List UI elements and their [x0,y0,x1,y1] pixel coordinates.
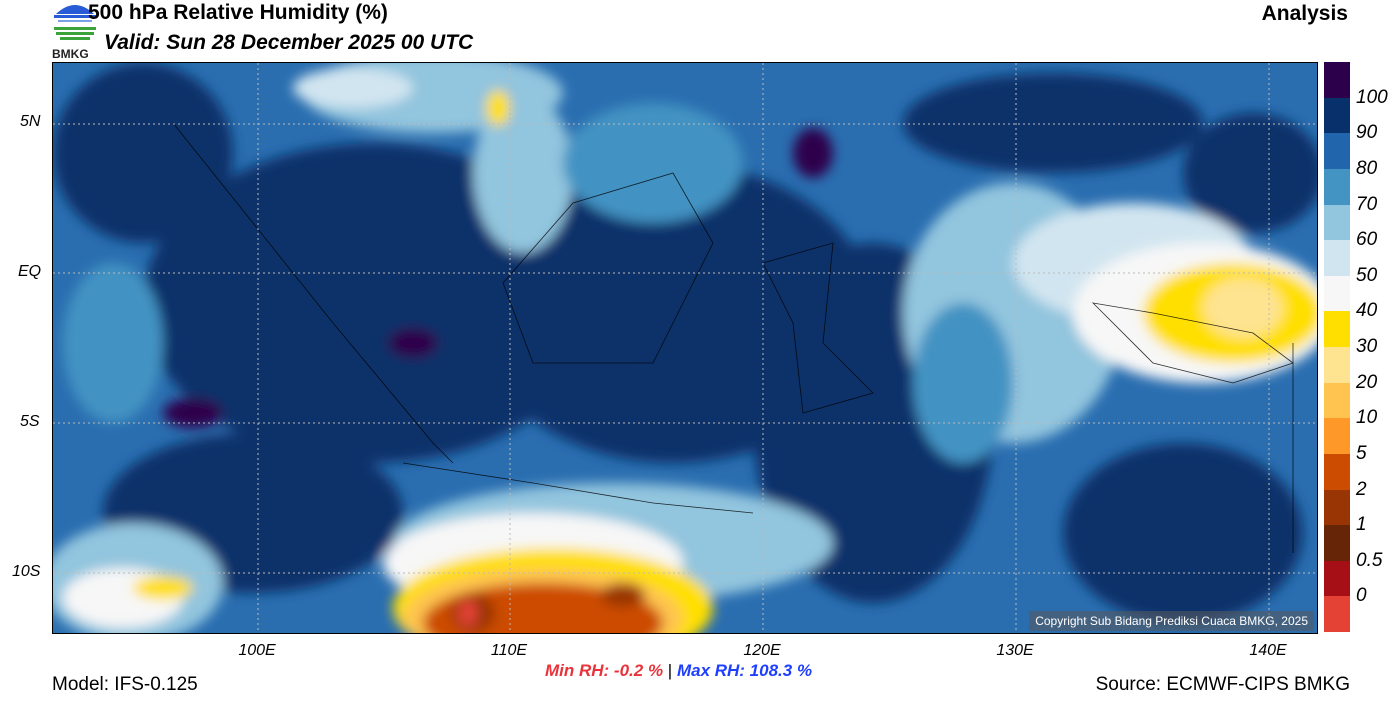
colorbar-label: 1 [1356,514,1367,536]
colorbar-segment [1324,168,1350,205]
colorbar-label: 10 [1356,407,1378,429]
colorbar-segment [1324,453,1350,490]
colorbar-label: 100 [1356,86,1388,108]
colorbar-segment [1324,311,1350,347]
colorbar-label: 20 [1356,371,1378,393]
colorbar-segment [1324,418,1350,454]
lon-label: 130E [996,642,1034,659]
lat-label: 10S [12,563,41,580]
colorbar-segment [1324,240,1350,276]
colorbar-segment [1324,596,1350,632]
colorbar-segment [1324,525,1350,561]
colorbar-segment [1324,347,1350,383]
valid-time: Valid: Sun 28 December 2025 00 UTC [104,31,474,54]
colorbar-label: 5 [1356,442,1367,464]
lon-label: 120E [743,642,781,659]
lat-label: 5N [20,113,41,130]
colorbar-segment [1324,560,1350,597]
colorbar-label: 40 [1356,300,1378,322]
map-title: 500 hPa Relative Humidity (%) [88,1,388,24]
colorbar-segment [1324,133,1350,169]
lon-label: 110E [490,642,528,659]
colorbar [1324,62,1350,632]
colorbar-label: 0 [1356,585,1367,607]
product-type: Analysis [1261,2,1348,25]
colorbar-segment [1324,489,1350,526]
colorbar-segment [1324,382,1350,419]
colorbar-segment [1324,62,1350,98]
colorbar-label: 90 [1356,122,1378,144]
colorbar-label: 50 [1356,264,1378,286]
separator: | [667,661,673,680]
source-label: Source: ECMWF-CIPS BMKG [1095,674,1350,695]
colorbar-segment [1324,97,1350,134]
colorbar-label: 30 [1356,336,1378,357]
colorbar-label: 60 [1356,229,1378,251]
humidity-map [52,62,1318,634]
lon-label: 100E [238,642,276,659]
lon-label: 140E [1249,642,1287,659]
colorbar-segment [1324,275,1350,312]
min-max-stats: Min RH: -0.2 % | Max RH: 108.3 % [545,661,812,681]
colorbar-label: 80 [1356,157,1378,179]
colorbar-label: 70 [1356,193,1378,215]
colorbar-label: 2 [1356,478,1367,500]
lat-label: 5S [20,413,40,430]
colorbar-segment [1324,204,1350,241]
colorbar-label: 0.5 [1356,549,1383,571]
bmkg-logo [50,0,100,60]
lat-label: EQ [18,263,42,280]
max-rh: Max RH: 108.3 % [676,661,813,680]
logo-text: BMKG [52,47,89,61]
min-rh: Min RH: -0.2 % [545,661,664,680]
copyright-label: Copyright Sub Bidang Prediksi Cuaca BMKG… [1029,611,1314,631]
model-label: Model: IFS-0.125 [52,674,198,695]
